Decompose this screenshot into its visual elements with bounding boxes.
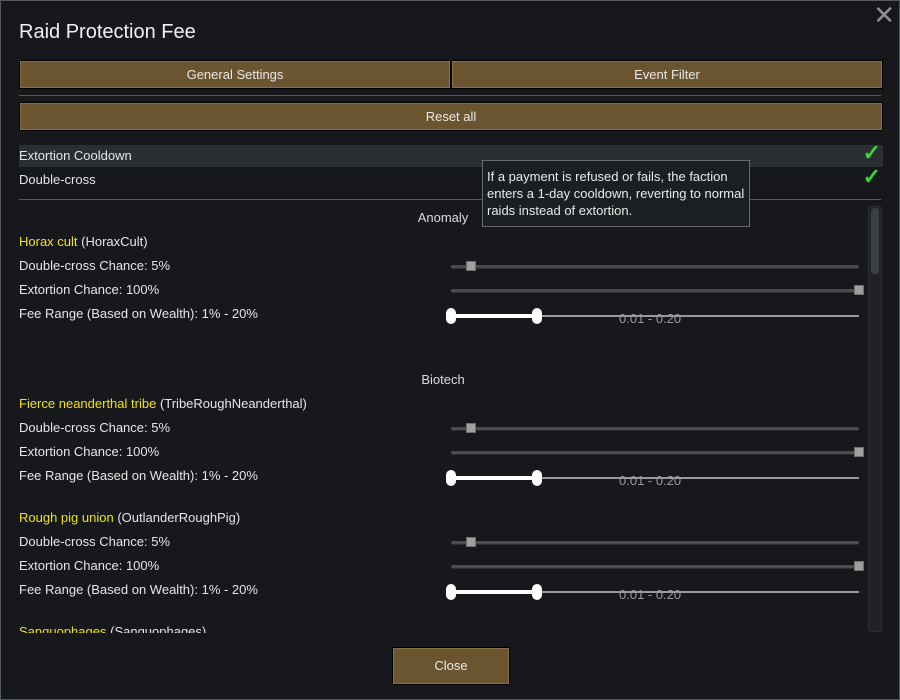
fee-range-slider[interactable]: 0.01 - 0.20 [446,470,859,488]
double-cross-label: Double-cross Chance: 5% [19,534,171,549]
faction-display-name: Horax cult [19,234,78,249]
section-header: Biotech [421,372,465,387]
fee-range-readout: 0.01 - 0.20 [619,587,682,602]
divider [19,199,881,200]
extortion-row: Extortion Chance: 100% [19,557,867,581]
extortion-slider[interactable] [451,285,864,295]
range-max-handle[interactable] [531,308,542,324]
tab-event-filter[interactable]: Event Filter [451,60,883,89]
slider-handle[interactable] [854,447,864,457]
range-fill [451,590,537,594]
scrollbar-thumb[interactable] [871,208,879,274]
faction-display-name: Rough pig union [19,510,114,525]
close-button[interactable]: Close [392,647,510,685]
range-fill [451,476,537,480]
double-cross-slider[interactable] [451,261,859,271]
slider-handle[interactable] [854,285,864,295]
fee-range-slider[interactable]: 0.01 - 0.20 [446,308,859,326]
range-min-handle[interactable] [446,584,456,600]
extortion-label: Extortion Chance: 100% [19,444,160,459]
faction-name: Rough pig union (OutlanderRoughPig) [19,509,867,533]
range-fill [451,314,537,318]
extortion-slider[interactable] [451,561,864,571]
slider-handle[interactable] [466,537,477,547]
faction-name: Horax cult (HoraxCult) [19,233,867,257]
toggle-label: Extortion Cooldown [19,148,132,163]
section-header: Anomaly [417,210,469,225]
scrollbar[interactable] [868,206,882,632]
faction-def-name: (TribeRoughNeanderthal) [159,396,307,411]
reset-all-button[interactable]: Reset all [19,102,883,131]
fee-range-row: Fee Range (Based on Wealth): 1% - 20% 0.0… [19,467,867,509]
faction-def-name: (OutlanderRoughPig) [117,510,241,525]
toggle-extortion-cooldown[interactable]: Extortion Cooldown ✓ [19,140,883,167]
double-cross-slider[interactable] [451,537,859,547]
double-cross-slider[interactable] [451,423,859,433]
window-title: Raid Protection Fee [19,21,196,43]
extortion-label: Extortion Chance: 100% [19,558,160,573]
double-cross-row: Double-cross Chance: 5% [19,419,867,443]
faction-def-name: (Sanguophages) [110,624,207,633]
faction-name: Sanguophages (Sanguophages) [19,623,867,633]
faction-display-name: Fierce neanderthal tribe [19,396,157,411]
range-max-handle[interactable] [531,470,542,486]
double-cross-label: Double-cross Chance: 5% [19,420,171,435]
fee-range-row: Fee Range (Based on Wealth): 1% - 20% 0.0… [19,305,867,347]
divider [19,95,881,96]
double-cross-row: Double-cross Chance: 5% [19,257,867,281]
slider-handle[interactable] [466,423,477,433]
toggle-label: Double-cross [19,172,96,187]
fee-range-readout: 0.01 - 0.20 [619,311,682,326]
fee-range-readout: 0.01 - 0.20 [619,473,682,488]
slider-handle[interactable] [854,561,864,571]
range-min-handle[interactable] [446,470,456,486]
range-min-handle[interactable] [446,308,456,324]
fee-range-label: Fee Range (Based on Wealth): 1% - 20% [19,468,258,483]
extortion-row: Extortion Chance: 100% [19,443,867,467]
fee-range-label: Fee Range (Based on Wealth): 1% - 20% [19,582,258,597]
extortion-label: Extortion Chance: 100% [19,282,160,297]
checkmark-icon[interactable]: ✓ [862,140,881,165]
double-cross-label: Double-cross Chance: 5% [19,258,171,273]
fee-range-row: Fee Range (Based on Wealth): 1% - 20% 0.0… [19,581,867,623]
tab-general-settings[interactable]: General Settings [19,60,451,89]
faction-name: Fierce neanderthal tribe (TribeRoughNean… [19,395,867,419]
checkmark-icon[interactable]: ✓ [862,164,881,189]
slider-handle[interactable] [466,261,477,271]
faction-list[interactable]: Anomaly Horax cult (HoraxCult) Double-cros… [19,205,867,633]
extortion-slider[interactable] [451,447,864,457]
fee-range-slider[interactable]: 0.01 - 0.20 [446,584,859,602]
extortion-row: Extortion Chance: 100% [19,281,867,305]
tooltip: If a payment is refused or fails, the fa… [482,160,750,227]
faction-def-name: (HoraxCult) [81,234,148,249]
faction-display-name: Sanguophages [19,624,107,633]
double-cross-row: Double-cross Chance: 5% [19,533,867,557]
toggle-double-cross[interactable]: Double-cross ✓ [19,164,883,191]
close-x-icon[interactable]: ✕ [873,0,895,30]
range-max-handle[interactable] [531,584,542,600]
fee-range-label: Fee Range (Based on Wealth): 1% - 20% [19,306,258,321]
